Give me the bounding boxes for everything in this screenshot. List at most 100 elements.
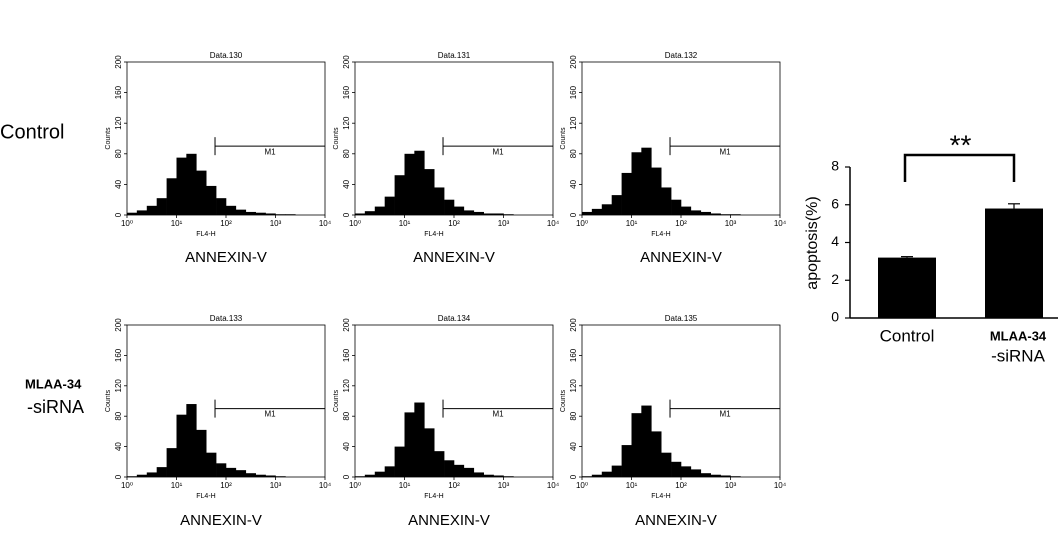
y-tick-label: 0 — [342, 212, 351, 217]
histogram-bar — [444, 460, 455, 477]
histogram-bar — [690, 210, 702, 215]
y-tick-label: 0 — [569, 474, 578, 479]
histogram-bar — [424, 169, 435, 215]
x-tick-label: 10⁴ — [774, 481, 787, 490]
histogram-bar — [454, 206, 465, 215]
x-tick-label: 10² — [220, 481, 232, 490]
gate-label: M1 — [719, 410, 731, 419]
histogram-bar — [374, 206, 385, 215]
histogram-bar — [591, 208, 603, 215]
x-tick-label: 10⁰ — [576, 481, 588, 490]
histogram-bar — [463, 467, 475, 477]
x-tick-label: -siRNA — [991, 346, 1045, 365]
y-tick-label: 80 — [342, 149, 351, 158]
y-axis-label: apoptosis(%) — [804, 196, 821, 289]
x-tick-label: 10³ — [270, 481, 282, 490]
histogram-bar — [226, 467, 237, 477]
x-axis-label: FL4-H — [196, 493, 215, 500]
x-tick-label: MLAA-34 — [990, 328, 1047, 343]
plot-frame — [126, 324, 326, 478]
panel-title: Data.130 — [210, 51, 243, 60]
x-tick-label: 10¹ — [171, 481, 183, 490]
gate-label: M1 — [492, 410, 504, 419]
histogram-bar — [136, 210, 148, 215]
y-axis-label: Counts — [333, 389, 340, 412]
histogram-bar — [235, 209, 247, 215]
histogram-bar — [710, 474, 721, 477]
histogram-bar — [186, 404, 197, 477]
histogram-bar — [384, 196, 395, 215]
histogram-bar — [483, 213, 494, 215]
panel-caption: ANNEXIN-V — [408, 512, 490, 529]
y-tick-label: 160 — [569, 85, 578, 99]
y-tick-label: 0 — [114, 474, 123, 479]
y-tick-label: 200 — [114, 318, 123, 332]
histogram-bar — [196, 170, 207, 215]
histogram-bar — [255, 474, 266, 477]
x-tick-label: 10² — [675, 219, 687, 228]
y-axis-label: Counts — [105, 389, 112, 412]
y-tick-label: 2 — [831, 271, 839, 287]
histogram-bar — [671, 461, 682, 477]
y-axis-label: Counts — [333, 127, 340, 150]
y-tick-label: 40 — [569, 179, 578, 188]
histogram-bar — [681, 466, 692, 477]
histogram-bar — [651, 167, 662, 215]
x-tick-label: 10⁴ — [547, 481, 560, 490]
y-tick-label: 0 — [569, 212, 578, 217]
y-tick-label: 4 — [831, 233, 839, 249]
y-tick-label: 80 — [342, 411, 351, 420]
histogram-bar — [146, 472, 157, 477]
y-tick-label: 120 — [569, 379, 578, 393]
x-tick-label: 10⁴ — [547, 219, 560, 228]
histogram-bar — [127, 476, 138, 477]
histogram-bar — [434, 187, 445, 215]
histogram-bar — [591, 474, 603, 477]
histogram-bar — [245, 211, 256, 215]
histogram-bar — [364, 211, 376, 215]
y-tick-label: 160 — [342, 85, 351, 99]
y-tick-label: 200 — [569, 55, 578, 69]
y-tick-label: 120 — [569, 116, 578, 130]
histogram-bar — [176, 157, 187, 215]
panel-title: Data.133 — [210, 314, 243, 323]
histogram-bar — [681, 206, 692, 215]
y-axis-label: Counts — [560, 127, 567, 150]
x-tick-label: 10³ — [498, 481, 510, 490]
histogram-bar — [265, 475, 276, 477]
gate-label: M1 — [492, 147, 504, 156]
y-tick-label: 80 — [114, 411, 123, 420]
plot-frame — [126, 61, 326, 216]
histogram-bar — [720, 475, 731, 477]
histogram-bar — [404, 153, 415, 215]
histogram-bar — [384, 466, 395, 477]
x-tick-label: 10⁰ — [121, 481, 133, 490]
x-tick-label: 10¹ — [171, 219, 183, 228]
row-label: -siRNA — [27, 397, 84, 417]
panel-caption: ANNEXIN-V — [180, 512, 262, 529]
histogram-bar — [700, 211, 711, 215]
y-tick-label: 40 — [342, 179, 351, 188]
x-tick-label: 10⁴ — [774, 219, 787, 228]
histogram-bar — [730, 476, 741, 477]
histogram-bar — [611, 195, 622, 215]
histogram-bar — [601, 204, 612, 215]
histogram-bar — [156, 198, 167, 215]
y-tick-label: 200 — [342, 55, 351, 69]
histogram-bar — [444, 199, 455, 215]
histogram-bar — [601, 471, 612, 477]
histogram-bar — [631, 152, 642, 215]
histogram-bar — [631, 413, 642, 477]
histogram-bar — [582, 476, 593, 477]
histogram-bar — [216, 463, 227, 477]
panel-title: Data.134 — [438, 314, 471, 323]
histogram-bar — [414, 402, 425, 477]
histogram-bar — [434, 451, 445, 477]
y-axis-label: Counts — [560, 389, 567, 412]
histogram-bar — [206, 452, 217, 477]
y-tick-label: 6 — [831, 195, 839, 211]
histogram-bar — [394, 175, 405, 215]
histogram-bar — [424, 428, 435, 477]
histogram-bar — [730, 214, 741, 215]
significance-label: ** — [950, 129, 972, 160]
